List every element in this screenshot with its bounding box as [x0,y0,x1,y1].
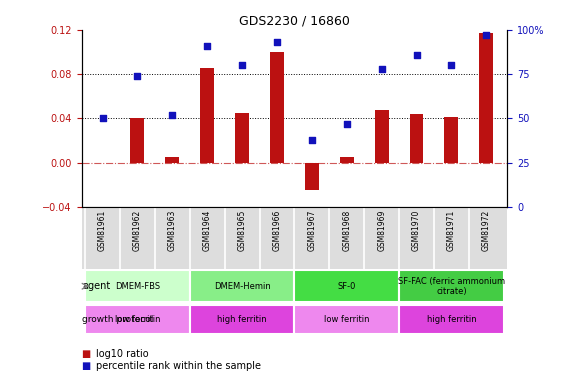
Text: DMEM-Hemin: DMEM-Hemin [214,282,271,291]
Bar [131,118,145,162]
Text: GSM81972: GSM81972 [482,210,491,251]
Text: growth protocol: growth protocol [82,315,154,324]
FancyBboxPatch shape [399,270,504,302]
Text: GSM81968: GSM81968 [342,210,351,251]
Text: GSM81965: GSM81965 [238,210,247,251]
Text: GSM81971: GSM81971 [447,210,456,251]
Text: low ferritin: low ferritin [324,315,370,324]
Text: ■: ■ [82,350,91,359]
Bar [270,52,284,162]
Text: GSM81963: GSM81963 [168,210,177,251]
Bar [340,157,354,162]
Point [98,116,107,122]
Text: SF-FAC (ferric ammonium
citrate): SF-FAC (ferric ammonium citrate) [398,276,505,296]
Text: high ferritin: high ferritin [427,315,476,324]
Bar [166,157,180,162]
FancyBboxPatch shape [189,306,294,334]
FancyBboxPatch shape [85,270,189,302]
Text: GSM81966: GSM81966 [272,210,282,251]
Point [412,52,421,58]
Point [307,136,317,142]
Text: GSM81964: GSM81964 [203,210,212,251]
Text: DMEM-FBS: DMEM-FBS [115,282,160,291]
Point [447,62,456,68]
Point [342,121,352,127]
Text: log10 ratio: log10 ratio [96,350,149,359]
Point [272,39,282,45]
FancyBboxPatch shape [399,306,504,334]
Text: GSM81967: GSM81967 [307,210,317,251]
Bar [409,114,423,162]
Text: GSM81962: GSM81962 [133,210,142,251]
Bar [305,162,319,190]
Text: GSM81969: GSM81969 [377,210,386,251]
Text: percentile rank within the sample: percentile rank within the sample [96,361,261,370]
Text: GSM81961: GSM81961 [98,210,107,251]
FancyBboxPatch shape [294,270,399,302]
Point [237,62,247,68]
Text: high ferritin: high ferritin [217,315,267,324]
Point [202,43,212,49]
Point [168,112,177,118]
FancyBboxPatch shape [189,270,294,302]
Text: ■: ■ [82,361,91,370]
FancyBboxPatch shape [294,306,399,334]
Title: GDS2230 / 16860: GDS2230 / 16860 [239,15,350,27]
Bar [200,68,214,162]
Text: GSM81970: GSM81970 [412,210,421,251]
Bar [444,117,458,162]
Bar [479,33,493,162]
Text: agent: agent [82,281,111,291]
Point [482,32,491,38]
Text: SF-0: SF-0 [338,282,356,291]
Text: low ferritin: low ferritin [115,315,160,324]
Point [133,73,142,79]
FancyBboxPatch shape [85,306,189,334]
Bar [375,110,389,162]
Point [377,66,387,72]
Bar [235,113,249,162]
